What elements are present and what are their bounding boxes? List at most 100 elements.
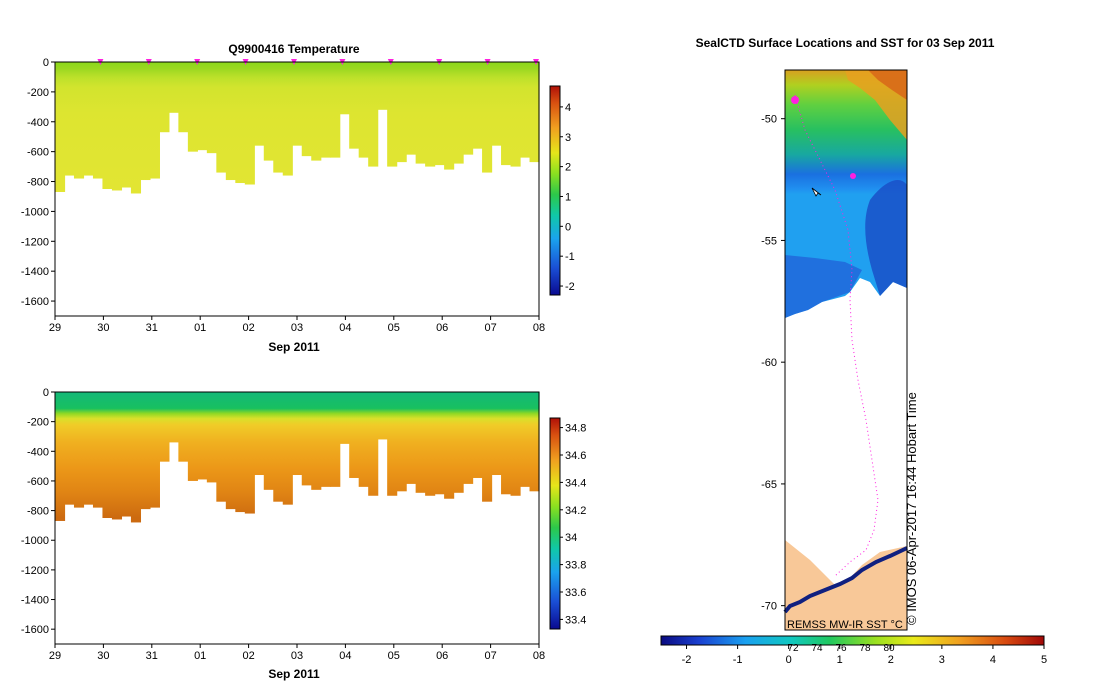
profile-cell [140, 392, 151, 510]
profile-cell [415, 62, 426, 164]
x-tick-label: 04 [339, 650, 351, 662]
profile-cell [396, 62, 407, 163]
temperature-colorbar [549, 85, 561, 296]
profile-cell [387, 392, 398, 496]
profile-cell [263, 392, 274, 490]
profile-cell [320, 392, 331, 487]
profile-cell [482, 62, 493, 173]
sst-colorbar-tick-label: 3 [939, 654, 945, 666]
x-tick-label: 30 [97, 322, 109, 334]
profile-cell [339, 62, 350, 115]
profile-cell [225, 392, 236, 510]
sst-cold-region [865, 180, 907, 296]
profile-cell [510, 62, 521, 167]
x-tick-label: 30 [97, 650, 109, 662]
colorbar-tick-label: 1 [565, 191, 571, 203]
sst-map-y-axis: -50 -55 -60 -65 -70 [761, 114, 785, 613]
lat-tick-label: -70 [761, 601, 777, 613]
temperature-colorbar-ticks: 4 3 2 1 0 -1 -2 [560, 102, 575, 293]
coastal-ice-edge [783, 546, 908, 614]
sst-colorbar-upper-label: 78 [859, 643, 871, 654]
y-tick-label: -400 [27, 446, 49, 458]
profile-cell [425, 392, 436, 496]
profile-cell [463, 392, 474, 484]
profile-cell [301, 62, 312, 157]
profile-cell [453, 62, 464, 164]
x-tick-label: 01 [194, 650, 206, 662]
x-tick-label: 08 [533, 322, 545, 334]
colorbar-tick-label: 34.8 [565, 423, 586, 435]
profile-cell [358, 62, 369, 158]
profile-cell [358, 392, 369, 487]
profile-cell [102, 62, 113, 189]
y-tick-label: 0 [43, 387, 49, 399]
sst-colorbar-tick-label: 0 [786, 654, 792, 666]
y-tick-label: -400 [27, 117, 49, 129]
salinity-y-axis: 0 -200 -400 -600 -800 -1000 -1200 -1400 -1600 [21, 387, 55, 636]
x-tick-label: 05 [388, 322, 400, 334]
x-tick-label: 31 [146, 650, 158, 662]
colorbar-tick-label: -1 [565, 251, 575, 263]
profile-cell [206, 62, 217, 154]
y-tick-label: -1400 [21, 595, 49, 607]
profile-cell [149, 62, 160, 179]
profile-cell [254, 62, 265, 146]
profile-cell [396, 392, 407, 492]
profile-cell [444, 392, 455, 499]
profile-cell [349, 392, 360, 478]
profile-cell [244, 62, 255, 185]
seal-location-marker [850, 173, 856, 179]
sst-colorbar [660, 635, 1045, 646]
profile-cell [187, 392, 198, 481]
y-tick-label: -600 [27, 147, 49, 159]
profile-cell [149, 392, 160, 508]
profile-cell [425, 62, 436, 167]
colorbar-tick-label: 0 [565, 221, 571, 233]
profile-cell [368, 392, 379, 496]
x-tick-label: 07 [484, 650, 496, 662]
profile-cell [510, 392, 521, 496]
colorbar-tick-label: 34.4 [565, 477, 586, 489]
sst-map: REMSS MW-IR SST °C © IMOS 06-Apr-2017 16… [783, 69, 919, 631]
profile-cell [529, 392, 540, 492]
profile-cell [178, 392, 189, 462]
salinity-colorbar [549, 417, 561, 630]
profile-cell [491, 392, 502, 476]
sst-colorbar-tick-label: 2 [888, 654, 894, 666]
colorbar-tick-label: 4 [565, 102, 571, 114]
profile-cell [444, 62, 455, 170]
profile-cell [339, 392, 350, 444]
y-tick-label: -1600 [21, 296, 49, 308]
y-tick-label: -200 [27, 87, 49, 99]
profile-cell [187, 62, 198, 152]
sst-colorbar-upper-label: 74 [811, 643, 823, 654]
profile-cell [330, 62, 341, 158]
sst-map-frame [784, 69, 908, 631]
profile-cell [472, 62, 483, 149]
profile-cell [491, 62, 502, 146]
profile-cell [301, 392, 312, 486]
sst-colorbar-upper-labels: 72 74 76 78 80 [787, 643, 895, 654]
profile-cell [415, 392, 426, 493]
x-tick-label: 06 [436, 322, 448, 334]
y-tick-label: -800 [27, 177, 49, 189]
profile-cell [273, 392, 284, 502]
sst-colorbar-tick-label: -2 [682, 654, 692, 666]
x-tick-label: 03 [291, 322, 303, 334]
y-tick-label: -1000 [21, 535, 49, 547]
colorbar-tick-label: -2 [565, 281, 575, 293]
temperature-x-axis-label: Sep 2011 [268, 340, 320, 354]
y-tick-label: -1400 [21, 266, 49, 278]
lat-tick-label: -65 [761, 479, 777, 491]
profile-cell [406, 62, 417, 155]
profile-cell [292, 392, 303, 476]
colorbar-tick-label: 34.6 [565, 450, 586, 462]
y-tick-label: -600 [27, 476, 49, 488]
profile-cell [292, 62, 303, 146]
profile-cell [159, 392, 170, 462]
temperature-chart-title: Q9900416 Temperature [228, 42, 360, 56]
profile-cell [482, 392, 493, 502]
imos-credit: © IMOS 06-Apr-2017 16:44 Hobart Time [904, 392, 919, 625]
sst-colorbar-ticks: -2 -1 0 1 2 3 4 5 [682, 645, 1047, 666]
